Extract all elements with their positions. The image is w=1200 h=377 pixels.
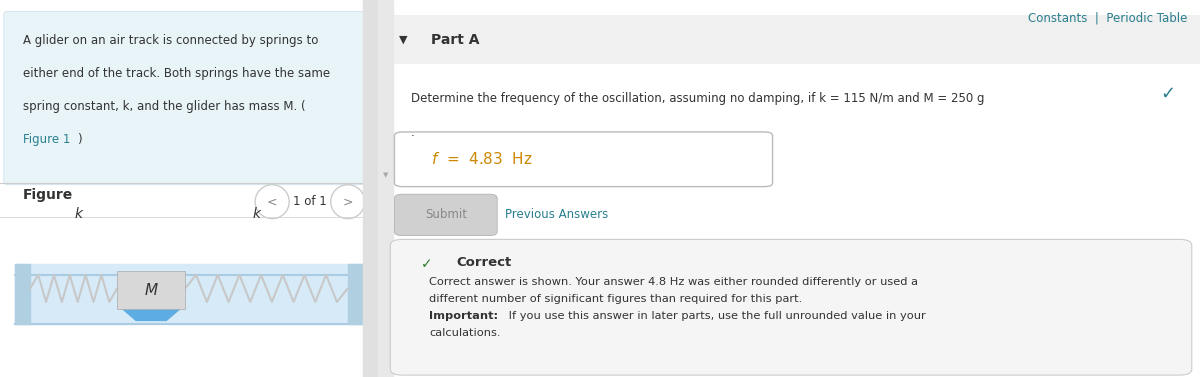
Text: ✓: ✓ [1160,85,1175,103]
Text: Determine the frequency of the oscillation, assuming no damping, if k = 115 N/m : Determine the frequency of the oscillati… [410,92,984,105]
Text: Part A: Part A [432,32,480,47]
Text: calculations.: calculations. [428,328,500,338]
Text: ▼: ▼ [398,35,407,44]
Bar [16,264,362,324]
Bar [16,264,30,324]
Text: ): ) [78,133,82,146]
Text: Submit: Submit [425,208,467,221]
Text: Correct answer is shown. Your answer 4.8 Hz was either rounded differently or us: Correct answer is shown. Your answer 4.8… [428,277,918,287]
Text: ✓: ✓ [421,257,432,271]
Text: Important:: Important: [428,311,498,321]
FancyBboxPatch shape [4,11,374,185]
Text: $k$: $k$ [252,205,263,221]
FancyBboxPatch shape [378,15,1200,64]
Text: different number of significant figures than required for this part.: different number of significant figures … [428,294,803,304]
Bar [378,0,392,377]
Bar [118,271,185,309]
Text: Constants  |  Periodic Table: Constants | Periodic Table [1028,11,1188,24]
Text: >: > [342,195,353,208]
Text: A glider on an air track is connected by springs to: A glider on an air track is connected by… [23,34,318,47]
Text: 1 of 1: 1 of 1 [293,195,326,208]
Text: .: . [410,126,415,139]
FancyBboxPatch shape [395,132,773,187]
FancyBboxPatch shape [390,239,1192,375]
Text: $f$  =  4.83  Hz: $f$ = 4.83 Hz [432,151,533,167]
Bar [362,0,378,377]
Text: ▼: ▼ [383,172,388,178]
Text: <: < [266,195,277,208]
Text: ▼: ▼ [367,171,373,180]
Circle shape [331,185,365,219]
Circle shape [256,185,289,219]
Text: spring constant, k, and the glider has mass M. (: spring constant, k, and the glider has m… [23,100,305,113]
Bar [348,264,362,324]
Text: $M$: $M$ [144,282,158,298]
Text: either end of the track. Both springs have the same: either end of the track. Both springs ha… [23,67,330,80]
Text: If you use this answer in later parts, use the full unrounded value in your: If you use this answer in later parts, u… [504,311,925,321]
Text: $k$: $k$ [74,205,85,221]
FancyBboxPatch shape [395,194,497,236]
Text: Figure 1: Figure 1 [23,133,70,146]
Text: Figure: Figure [23,188,73,202]
Polygon shape [122,309,180,320]
Text: Correct: Correct [456,256,511,269]
Text: Previous Answers: Previous Answers [505,208,608,221]
